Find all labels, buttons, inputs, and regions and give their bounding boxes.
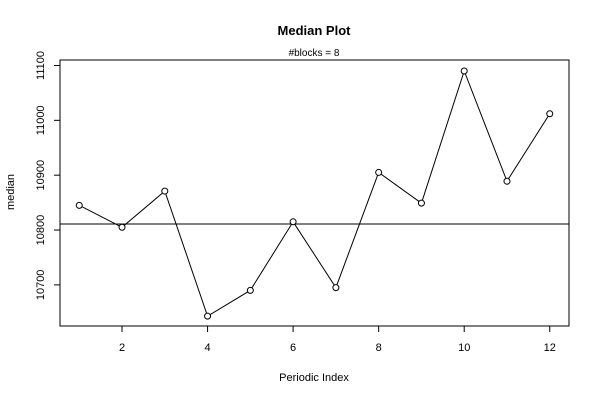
x-tick-label: 12 <box>544 342 556 354</box>
data-point <box>460 67 468 75</box>
y-tick-label: 10700 <box>35 270 47 301</box>
data-point <box>118 223 126 231</box>
x-axis: 2 4 6 8 10 12 <box>119 326 556 354</box>
data-point <box>332 284 340 292</box>
plot-frame <box>59 59 570 327</box>
x-tick-label: 8 <box>376 342 382 354</box>
y-tick-label: 10800 <box>35 215 47 246</box>
data-point <box>289 218 297 226</box>
data-point <box>546 110 554 118</box>
y-axis: 10700 10800 10900 11000 11100 <box>35 51 60 300</box>
y-tick-label: 10900 <box>35 160 47 191</box>
median-series-line <box>79 69 551 317</box>
x-tick-label: 6 <box>290 342 296 354</box>
data-points <box>75 67 554 320</box>
data-point <box>375 168 383 176</box>
data-point <box>246 286 254 294</box>
data-point <box>417 199 425 207</box>
data-point <box>75 201 83 209</box>
data-point <box>161 187 169 195</box>
chart-title: Median Plot <box>278 23 352 38</box>
x-tick-label: 2 <box>119 342 125 354</box>
y-tick-label: 11000 <box>35 105 47 135</box>
data-point <box>204 312 212 320</box>
y-axis-label: median <box>5 174 17 210</box>
x-axis-label: Periodic Index <box>279 372 349 384</box>
data-point <box>503 177 511 185</box>
y-tick-label: 11100 <box>35 51 47 80</box>
x-tick-label: 4 <box>205 342 211 354</box>
x-tick-label: 10 <box>458 342 470 354</box>
chart-subtitle: #blocks = 8 <box>289 48 340 59</box>
